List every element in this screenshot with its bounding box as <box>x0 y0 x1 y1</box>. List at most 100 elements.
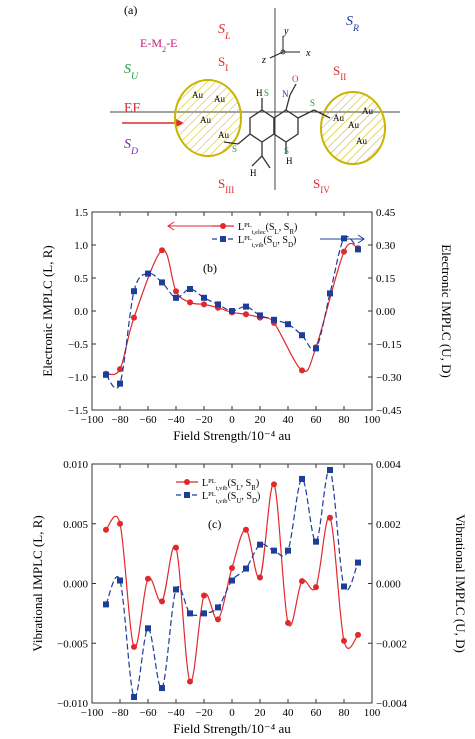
data-point-ud <box>187 610 193 617</box>
data-point-lr <box>299 578 305 585</box>
y-left-tick-label: 1.0 <box>74 240 88 252</box>
au-atom-4: Au <box>218 130 229 140</box>
x-tick-label: −40 <box>167 707 185 719</box>
y-left-tick-label: 0.5 <box>74 273 88 285</box>
data-point-lr <box>313 584 319 591</box>
x-tick-label: −80 <box>111 707 129 719</box>
au-atom-7: Au <box>362 106 373 116</box>
y-left-tick-label: 0.0 <box>74 306 88 318</box>
data-point-ud <box>299 475 305 482</box>
x-tick-label: −80 <box>111 414 129 426</box>
coordinate-frame: x y z <box>261 26 311 66</box>
data-point-ud <box>229 308 235 314</box>
left-gold-electrode <box>174 79 242 157</box>
x-tick-label: 0 <box>229 414 235 426</box>
au-atom-8: Au <box>356 136 367 146</box>
data-point-ud <box>103 601 109 608</box>
x-tick-label: −40 <box>167 414 185 426</box>
y-left-tick-label: −0.010 <box>57 698 88 710</box>
legend-label: LPLt,elec(SL, SR) <box>238 222 297 237</box>
data-point-lr <box>201 301 207 308</box>
x-tick-label: −100 <box>81 707 104 719</box>
x-tick-label: 40 <box>283 707 295 719</box>
y-right-tick-label: −0.002 <box>376 638 407 650</box>
atom-s-bottom: S <box>284 146 289 156</box>
data-point-ud <box>215 301 221 308</box>
y-left-tick-label: −1.5 <box>68 405 88 417</box>
legend-marker-square <box>184 492 190 498</box>
x-tick-label: −60 <box>139 414 157 426</box>
data-point-ud <box>257 541 263 548</box>
x-axis-label: Field Strength/10⁻⁴ au <box>173 428 291 443</box>
axis-x-label: x <box>305 48 311 59</box>
legend-marker-circle <box>220 223 226 229</box>
molecule-structure <box>223 83 331 169</box>
data-point-lr <box>187 678 193 685</box>
y-right-tick-label: 0.00 <box>376 306 396 318</box>
x-tick-label: 20 <box>255 414 267 426</box>
ef-label: EF <box>124 101 141 116</box>
y-left-tick-label: 0.000 <box>63 579 88 591</box>
data-point-ud <box>187 286 193 292</box>
legend-label: LPLt,vib(SU, SD) <box>202 491 260 506</box>
y-left-tick-label: −0.005 <box>57 638 88 650</box>
legend-label: LPLt,vib(SU, SD) <box>238 235 296 250</box>
data-point-ud <box>299 332 305 339</box>
data-point-ud <box>215 604 221 611</box>
x-tick-label: 20 <box>255 707 267 719</box>
data-point-lr <box>243 311 249 318</box>
y-right-tick-label: 0.45 <box>376 207 396 219</box>
data-point-lr <box>355 631 361 638</box>
region-s4-label: SIV <box>313 176 330 195</box>
data-point-lr <box>341 637 347 644</box>
y-right-tick-label: 0.30 <box>376 240 396 252</box>
data-point-ud <box>173 294 179 301</box>
x-tick-label: −100 <box>81 414 104 426</box>
data-point-ud <box>271 316 277 323</box>
data-point-ud <box>327 290 333 297</box>
data-point-ud <box>103 371 109 378</box>
region-s3-label: SIII <box>218 176 234 195</box>
x-tick-label: 0 <box>229 707 235 719</box>
data-point-ud <box>173 586 179 593</box>
data-point-ud <box>355 246 361 253</box>
data-point-lr <box>173 288 179 295</box>
atom-s-top: S <box>264 88 269 98</box>
panel-label: (b) <box>203 261 217 275</box>
series-line-ud <box>105 469 359 698</box>
data-point-lr <box>159 598 165 605</box>
region-s2-label: SII <box>333 63 346 82</box>
y-right-tick-label: 0.002 <box>376 519 401 531</box>
data-point-ud <box>271 547 277 554</box>
atom-h-methyl: H <box>250 168 257 178</box>
data-point-ud <box>341 583 347 590</box>
axis-z-label: z <box>261 55 266 66</box>
data-point-lr <box>243 526 249 533</box>
schematic-panel: (a) x y z EF E-M2-E SU SD SL SR SI SII S… <box>110 3 400 195</box>
x-axis-label: Field Strength/10⁻⁴ au <box>173 721 291 736</box>
axis-y-label: y <box>283 26 289 37</box>
au-atom-2: Au <box>214 94 225 104</box>
data-point-lr <box>145 575 151 582</box>
legend-marker-square <box>220 236 226 242</box>
data-point-lr <box>215 616 221 623</box>
data-point-lr <box>257 574 263 581</box>
data-point-ud <box>159 279 165 286</box>
atom-s-left: S <box>232 144 237 154</box>
data-point-lr <box>341 248 347 255</box>
data-point-lr <box>159 247 165 254</box>
legend-arrowhead-right <box>357 234 365 244</box>
data-point-ud <box>145 270 151 277</box>
au-atom-1: Au <box>192 90 203 100</box>
right-gold-electrode <box>320 91 386 165</box>
data-point-ud <box>117 380 123 387</box>
region-sr-label: SR <box>346 14 359 34</box>
x-tick-label: 80 <box>339 707 351 719</box>
panel-label: (c) <box>208 517 221 531</box>
legend-label: LPLt,vib(SL, SR) <box>202 478 259 493</box>
data-point-lr <box>229 564 235 571</box>
legend-marker-circle <box>184 479 190 485</box>
y-left-tick-label: −0.5 <box>68 339 88 351</box>
data-point-ud <box>285 321 291 328</box>
